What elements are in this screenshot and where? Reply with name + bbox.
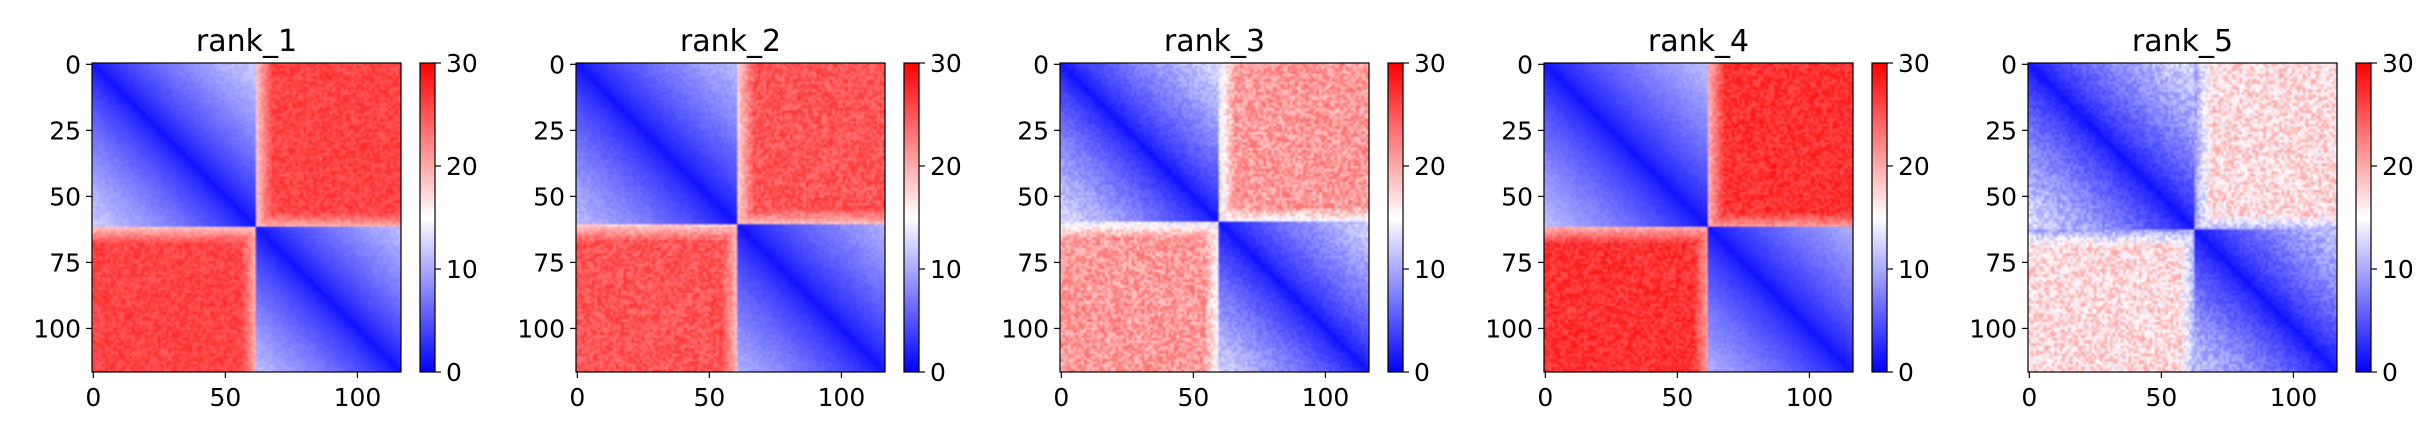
plot-frame	[91, 62, 402, 373]
plot-frame	[2027, 62, 2338, 373]
colorbar-tick-label: 0	[1414, 358, 1430, 387]
y-tick-label: 75	[1985, 248, 2017, 277]
x-tick-label: 100	[818, 383, 866, 412]
y-tick-label: 0	[65, 50, 81, 79]
plot-frame	[1543, 62, 1854, 373]
colorbar-tick-label: 0	[1898, 358, 1914, 387]
colorbar-tick-label: 0	[2382, 358, 2398, 387]
heatmap-panel: rank_5 0 25 50 75 100 0 50 100 0 10 20 30	[1969, 24, 2414, 412]
colorbar	[419, 62, 436, 373]
plot-frame	[1059, 62, 1370, 373]
colorbar	[1387, 62, 1404, 373]
colorbar-tick-label: 20	[2382, 152, 2414, 181]
colorbar-tick-label: 10	[1414, 255, 1446, 284]
colorbar	[1871, 62, 1888, 373]
x-tick-label: 0	[85, 383, 101, 412]
y-tick-label: 0	[1033, 50, 1049, 79]
y-tick-label: 75	[1017, 248, 1049, 277]
heatmap-panel: rank_3 0 25 50 75 100 0 50 100 0 10 20 30	[1001, 24, 1446, 412]
y-tick-label: 50	[49, 182, 81, 211]
colorbar-tick-label: 20	[1898, 152, 1930, 181]
colorbar-tick-label: 30	[930, 49, 962, 78]
colorbar-tick-label: 10	[1898, 255, 1930, 284]
x-tick-label: 50	[2145, 383, 2177, 412]
x-tick-label: 0	[1053, 383, 1069, 412]
y-tick-label: 25	[1985, 116, 2017, 145]
heatmap-image	[92, 63, 401, 372]
y-tick-label: 75	[533, 248, 565, 277]
x-tick-label: 0	[569, 383, 585, 412]
y-tick-label: 0	[549, 50, 565, 79]
colorbar-tick-label: 20	[930, 152, 962, 181]
colorbar	[903, 62, 920, 373]
panel-title: rank_3	[1164, 24, 1265, 59]
panel-title: rank_1	[196, 24, 297, 59]
colorbar-tick-label: 10	[446, 255, 478, 284]
x-tick-label: 100	[1786, 383, 1834, 412]
y-tick-label: 0	[2001, 50, 2017, 79]
colorbar-tick-label: 20	[1414, 152, 1446, 181]
y-tick-label: 50	[533, 182, 565, 211]
panel-title: rank_2	[680, 24, 781, 59]
y-tick-label: 75	[1501, 248, 1533, 277]
colorbar-tick-label: 0	[446, 358, 462, 387]
colorbar-tick-label: 30	[1414, 49, 1446, 78]
colorbar-tick-label: 30	[446, 49, 478, 78]
y-tick-label: 0	[1517, 50, 1533, 79]
x-tick-label: 50	[209, 383, 241, 412]
x-tick-label: 0	[1537, 383, 1553, 412]
y-tick-label: 25	[1501, 116, 1533, 145]
colorbar-tick-label: 10	[2382, 255, 2414, 284]
x-tick-label: 50	[693, 383, 725, 412]
x-tick-label: 100	[334, 383, 382, 412]
x-tick-label: 50	[1661, 383, 1693, 412]
y-tick-label: 100	[517, 314, 565, 343]
panel-title: rank_4	[1648, 24, 1749, 59]
y-tick-label: 25	[1017, 116, 1049, 145]
y-tick-label: 50	[1985, 182, 2017, 211]
y-tick-label: 100	[1001, 314, 1049, 343]
y-tick-label: 50	[1017, 182, 1049, 211]
x-tick-label: 50	[1177, 383, 1209, 412]
heatmap-panel: rank_2 0 25 50 75 100 0 50 100 0 10 20 30	[517, 24, 962, 412]
colorbar-tick-label: 0	[930, 358, 946, 387]
heatmap-image	[576, 63, 885, 372]
x-tick-label: 0	[2021, 383, 2037, 412]
heatmap-panel: rank_4 0 25 50 75 100 0 50 100 0 10 20 30	[1485, 24, 1930, 412]
heatmap-image	[1060, 63, 1369, 372]
y-tick-label: 50	[1501, 182, 1533, 211]
colorbar-tick-label: 20	[446, 152, 478, 181]
colorbar-tick-label: 30	[1898, 49, 1930, 78]
heatmap-panel: rank_1 0 25 50 75 100 0 50 100 0 10 20 30	[33, 24, 478, 412]
colorbar-tick-label: 10	[930, 255, 962, 284]
colorbar	[2355, 62, 2372, 373]
x-tick-label: 100	[2270, 383, 2318, 412]
x-tick-label: 100	[1302, 383, 1350, 412]
y-tick-label: 100	[33, 314, 81, 343]
y-tick-label: 75	[49, 248, 81, 277]
y-tick-label: 25	[49, 116, 81, 145]
y-tick-label: 100	[1969, 314, 2017, 343]
heatmap-image	[2028, 63, 2337, 372]
colorbar-tick-label: 30	[2382, 49, 2414, 78]
y-tick-label: 100	[1485, 314, 1533, 343]
plot-frame	[575, 62, 886, 373]
panel-title: rank_5	[2132, 24, 2233, 59]
heatmap-image	[1544, 63, 1853, 372]
y-tick-label: 25	[533, 116, 565, 145]
